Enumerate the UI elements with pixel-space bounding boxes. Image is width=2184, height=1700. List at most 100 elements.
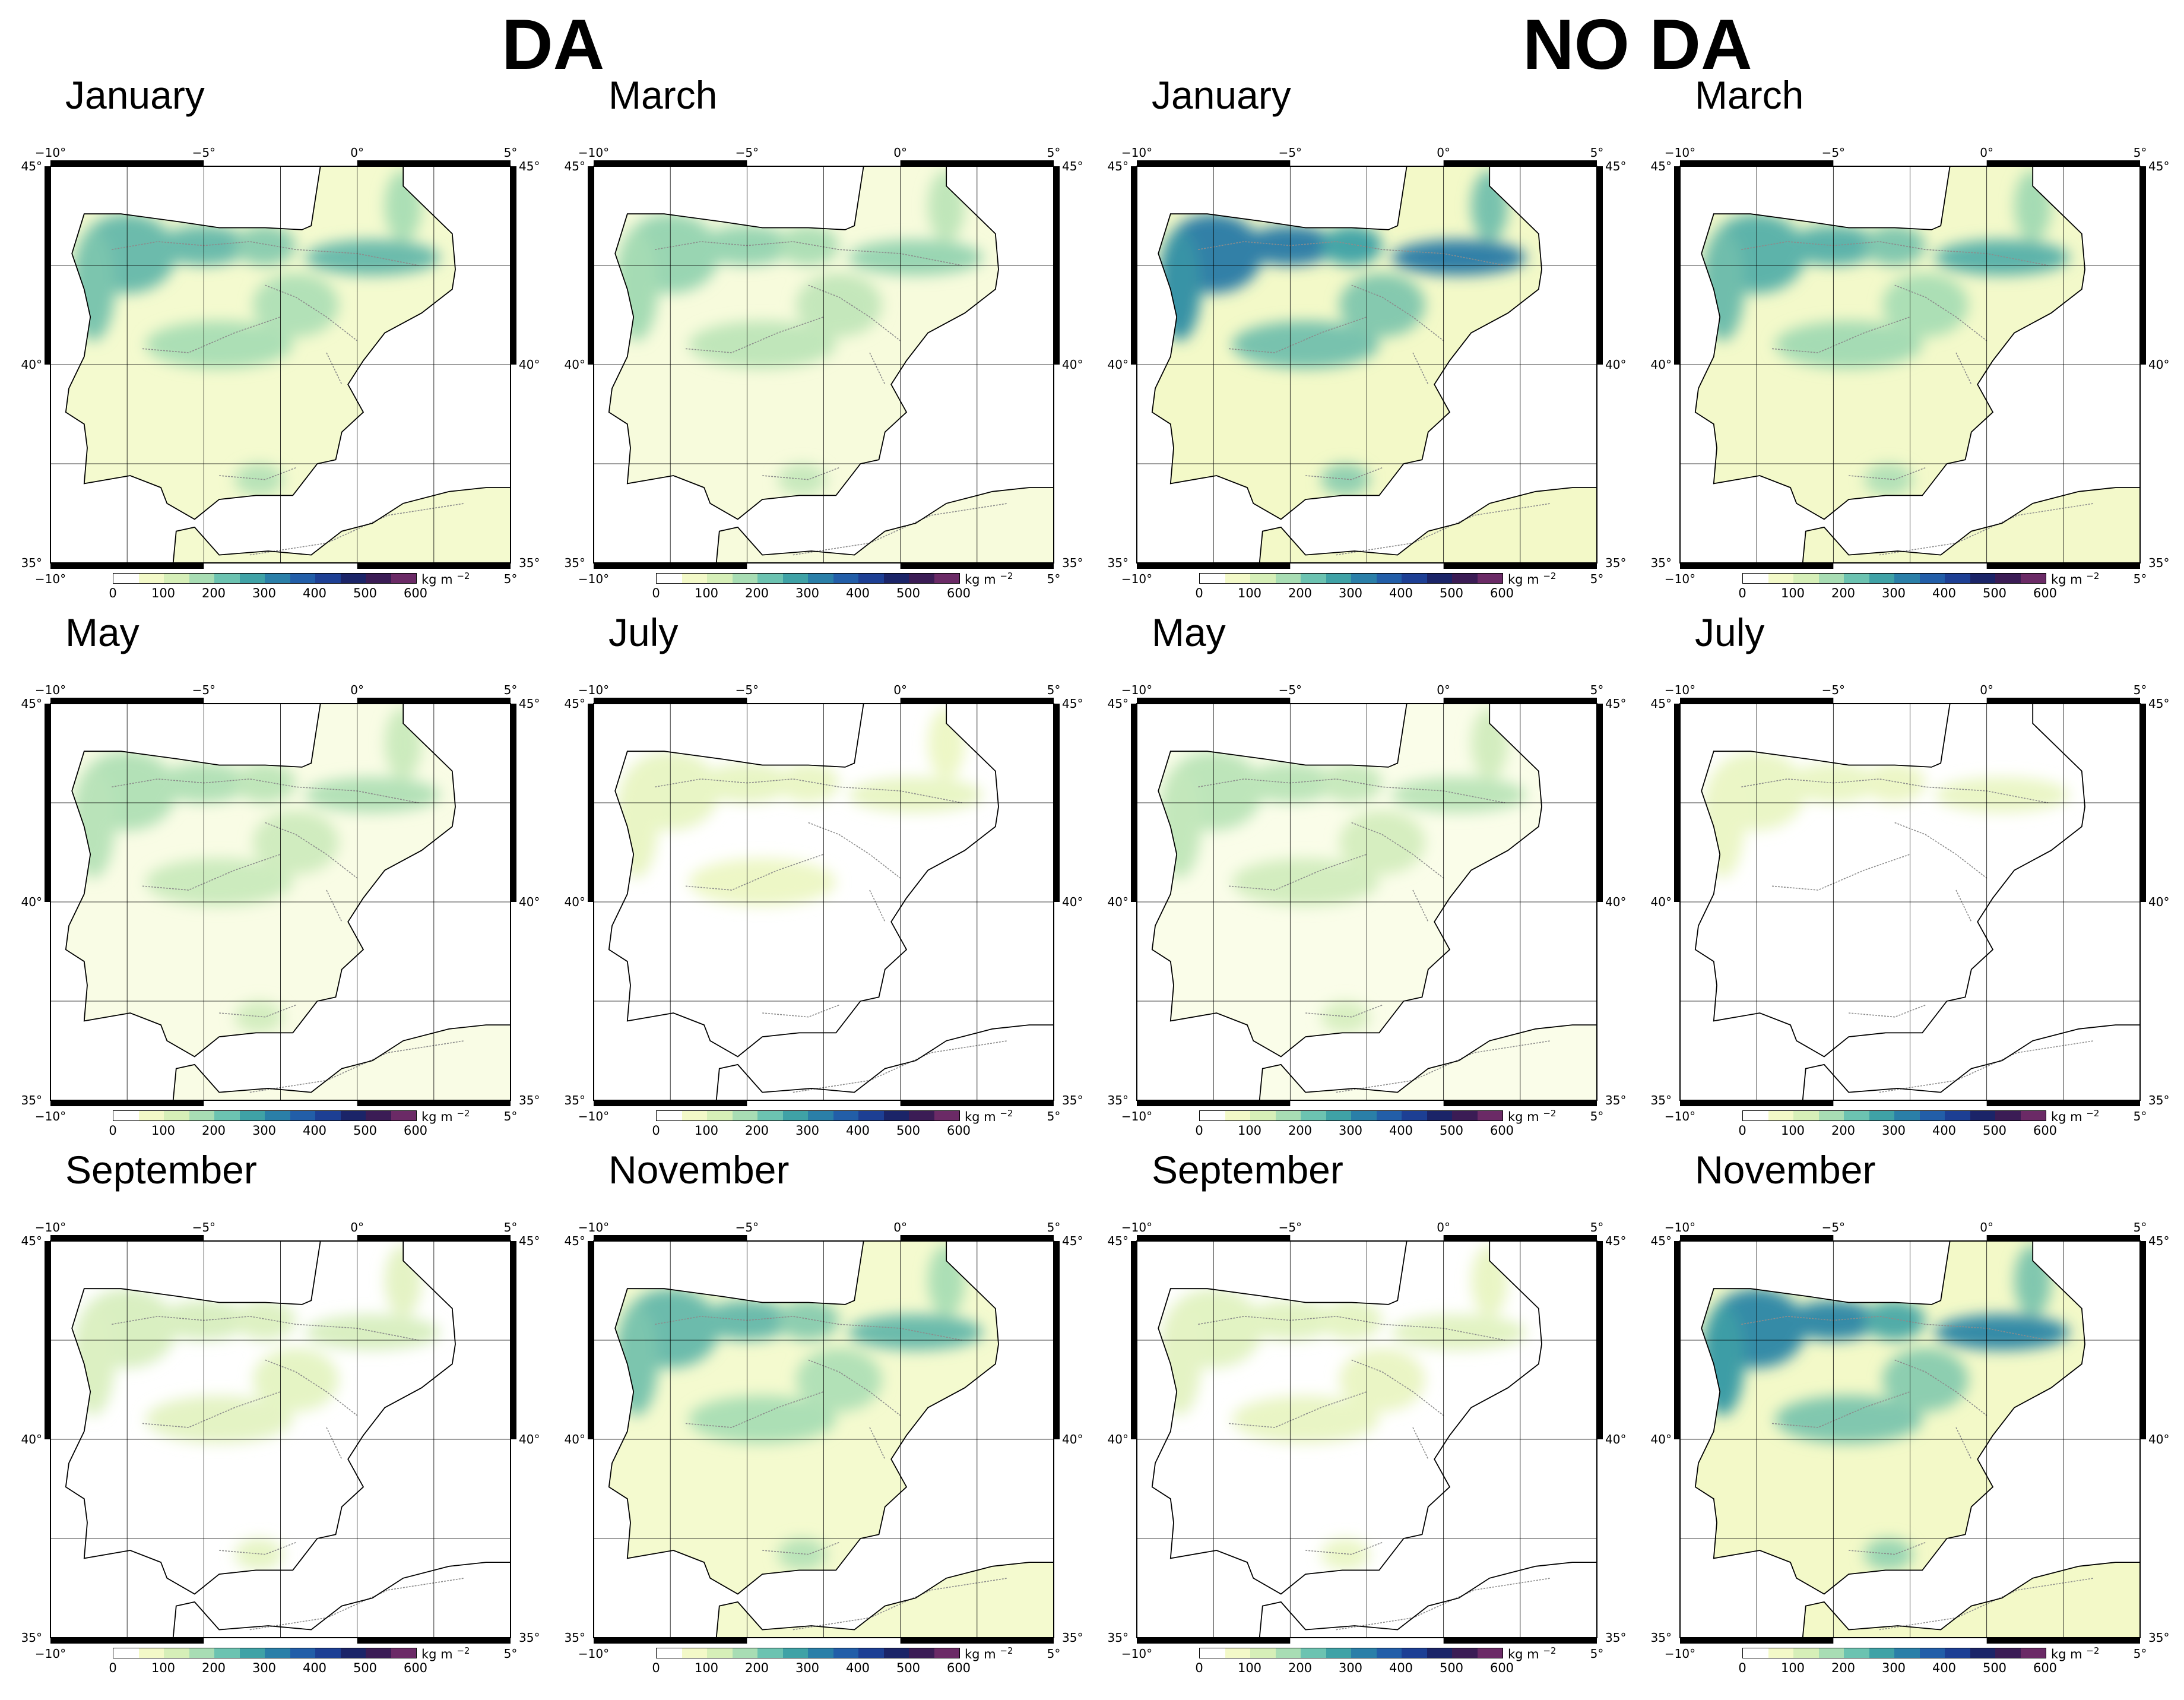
colorbar-ramp [113,573,417,584]
colorbar-swatch [214,574,240,583]
colorbar-swatch [1301,574,1326,583]
coastline [65,703,456,1058]
frame-segment [1986,1235,2140,1241]
colorbar-tick-label: 300 [795,1123,820,1138]
lon-tick-label: 0° [1437,1220,1450,1234]
contour-line [1305,467,1383,480]
lat-tick-label: 45° [565,1234,585,1248]
frame-segment [357,1638,511,1644]
coastline [608,166,999,520]
snow-blob [253,811,339,875]
colorbar-unit-exponent: −2 [457,1645,470,1656]
lon-tick-label: 5° [1047,683,1061,697]
colorbar-swatch [1452,574,1478,583]
colorbar-swatch [1945,1111,1970,1120]
colorbar-tick-label: 200 [744,1661,769,1675]
lat-tick-label: 45° [1108,159,1129,173]
colorbar-unit-text: kg m [421,572,453,587]
frame-segment [45,1241,50,1439]
snow-blob [234,763,296,803]
colorbar-swatch [657,574,682,583]
colorbar-unit: kg m −2 [421,1645,470,1661]
colorbar-tick-label: 600 [1489,586,1514,600]
frame-segment [2140,166,2146,365]
frame-segment [50,1235,204,1241]
map-plot: −10°−10°−5°−5°0°0°5°5°45°45°40°40°35°35° [1651,683,2170,1123]
colorbar-swatch [315,574,341,583]
lon-tick-label: 5° [1590,572,1604,586]
colorbar-tick-label: 400 [1932,1123,1957,1138]
lon-tick-label: 5° [2134,683,2147,697]
colorbar-tick-label: 100 [1237,1661,1262,1675]
colorbar-swatch [1768,1111,1793,1120]
colorbar-unit: kg m −2 [965,1645,1013,1661]
colorbar: kg m −2 0 100 200 300 400 500 600 [56,571,543,606]
snow-blob [253,273,339,337]
colorbar-swatch [808,1648,833,1658]
colorbar-tick-label: 300 [252,586,277,600]
panel-title: September [65,1148,257,1192]
colorbar-swatch [1200,1111,1225,1120]
coastline [65,166,456,520]
snow-blob [689,1395,836,1443]
map-plot: −10°−10°−5°−5°0°0°5°5°45°45°40°40°35°35° [1108,145,1627,586]
colorbar-swatch [1945,1648,1970,1658]
colorbar-tick-label: 400 [845,1123,870,1138]
lat-tick-label: 45° [519,697,540,711]
snow-blob [1321,1001,1370,1033]
frame-segment [1680,698,1834,704]
frame-segment [594,1235,747,1241]
panel-title: May [65,610,140,654]
colorbar-swatch [391,1648,416,1658]
snow-blob [778,464,827,496]
colorbar-swatch [681,1648,707,1658]
lon-tick-label: 0° [350,145,364,160]
colorbar-tick-label: 0 [1195,1123,1203,1138]
snow-blob [1864,1300,1926,1340]
lat-tick-label: 45° [1605,697,1626,711]
snow-blob [1232,321,1380,369]
colorbar-ramp [113,1110,417,1121]
frame-segment [357,160,511,166]
snow-blob [1775,321,1923,369]
colorbar-swatch [833,574,858,583]
frame-segment [50,563,204,569]
colorbar-swatch [1250,574,1276,583]
lat-tick-label: 40° [565,895,585,909]
frame-segment [1137,563,1291,569]
colorbar-tick-label: 500 [353,1661,378,1675]
colorbar-swatch [113,1111,139,1120]
contour-line [219,1004,296,1018]
colorbar-tick-label: 300 [1338,1123,1363,1138]
lat-tick-label: 35° [1605,1631,1626,1645]
snow-blob [689,858,836,906]
frame-segment [1131,704,1137,902]
frame-segment [357,1100,511,1106]
colorbar-tick-label: 200 [1831,586,1856,600]
snow-blob [778,1300,839,1340]
colorbar-swatch [1326,1111,1351,1120]
coastline [1151,703,1542,1058]
colorbar-swatch [340,574,366,583]
colorbar-swatch [138,1111,164,1120]
lat-tick-label: 35° [1108,556,1129,570]
frame-segment [1986,160,2140,166]
lat-tick-label: 35° [21,1093,42,1107]
colorbar-tick-label: 400 [302,1123,327,1138]
colorbar: kg m −2 0 100 200 300 400 500 600 [1686,1645,2173,1680]
lon-tick-label: −10° [578,1220,609,1234]
snow-blob [305,777,440,813]
colorbar-swatch [265,1111,290,1120]
lat-tick-label: 40° [565,357,585,372]
lat-tick-label: 40° [2148,357,2169,372]
colorbar-swatch [1818,1648,1844,1658]
colorbar-unit-text: kg m [965,1110,996,1124]
colorbar-swatch [1326,1648,1351,1658]
lat-tick-label: 45° [2148,697,2169,711]
colorbar-unit: kg m −2 [2051,1645,2099,1661]
panel-title: March [1695,73,1804,117]
colorbar: kg m −2 0 100 200 300 400 500 600 [600,571,1086,606]
lon-tick-label: −10° [1665,1220,1695,1234]
colorbar-tick-label: 400 [1389,586,1413,600]
colorbar: kg m −2 0 100 200 300 400 500 600 [1143,1108,1630,1143]
